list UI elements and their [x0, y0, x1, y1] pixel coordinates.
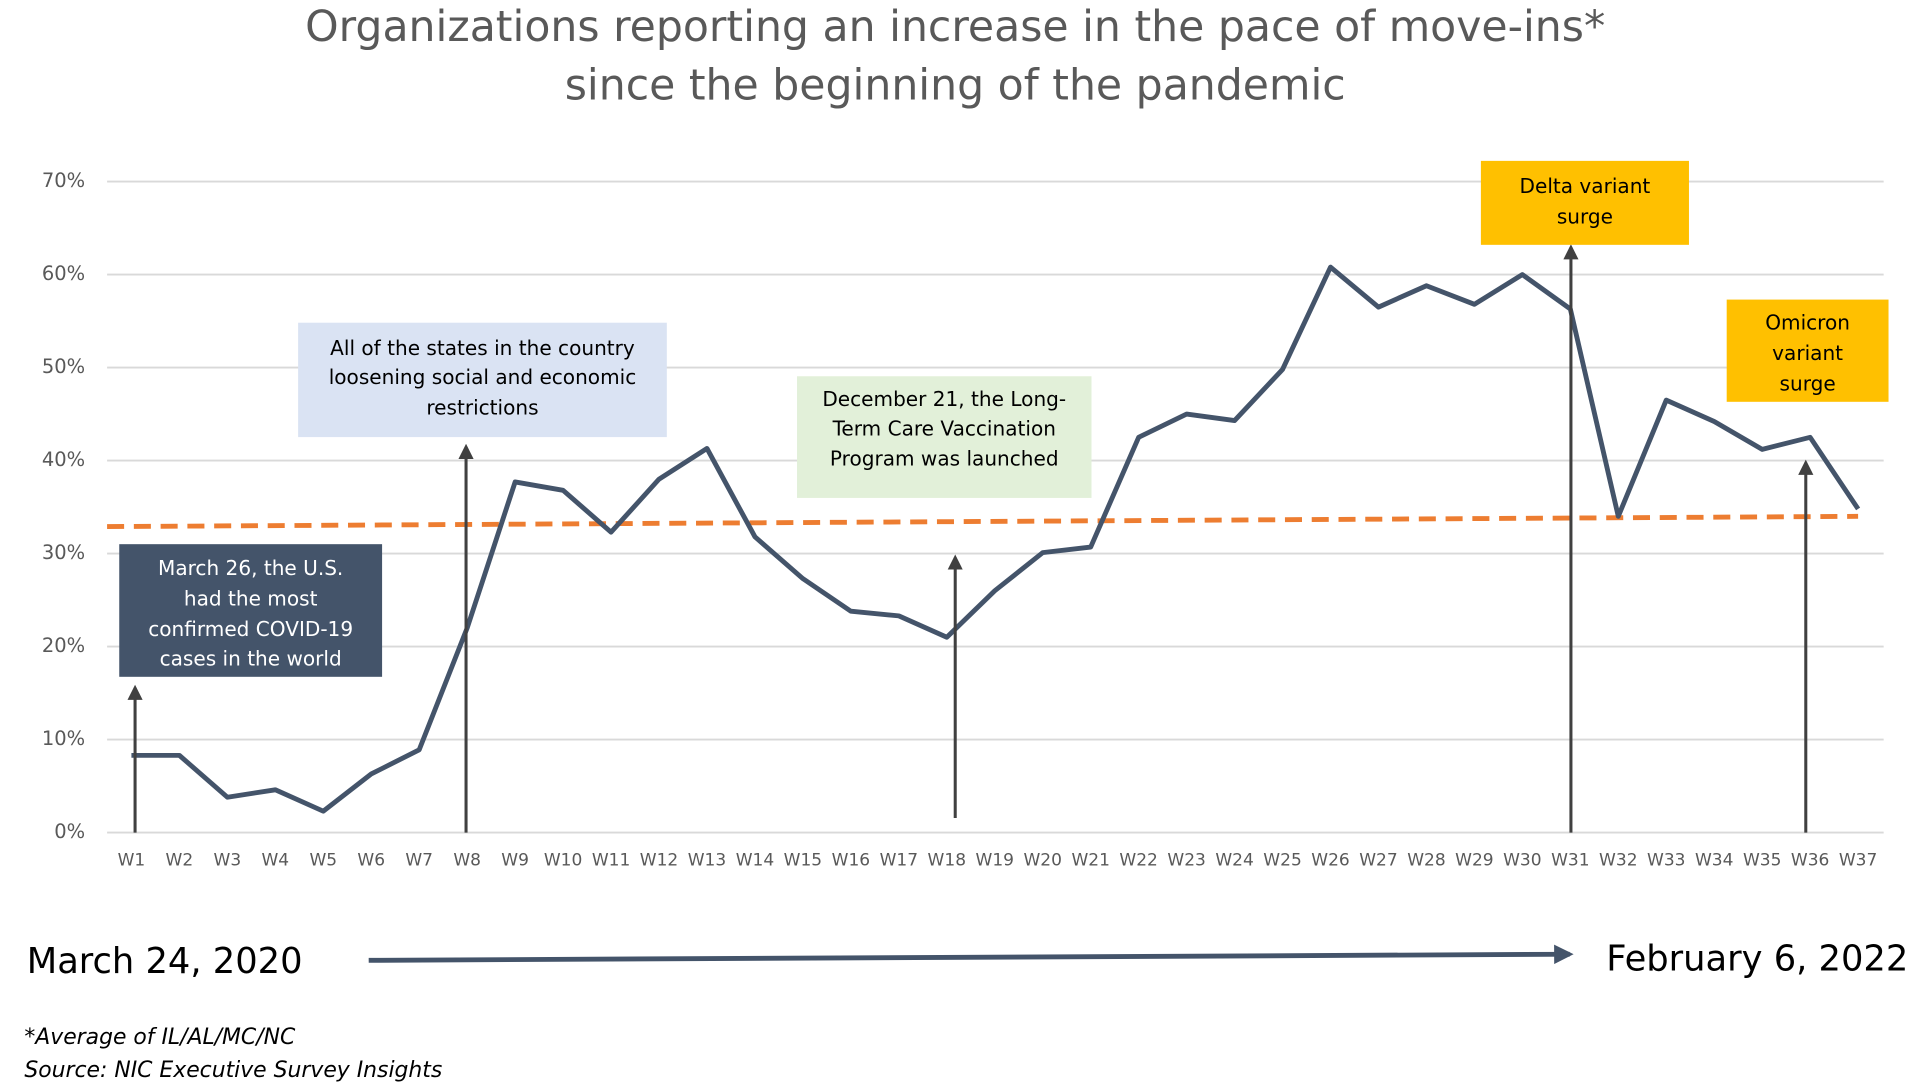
annotation-text: surge: [1780, 371, 1836, 395]
annotation-text: December 21, the Long-: [822, 387, 1066, 411]
x-tick-label: W16: [832, 851, 870, 871]
x-tick-label: W36: [1791, 851, 1829, 871]
x-tick-label: W32: [1599, 851, 1637, 871]
timeline-arrow: [368, 944, 1574, 965]
x-tick-label: W27: [1359, 851, 1397, 871]
x-tick-label: W33: [1647, 851, 1685, 871]
x-tick-label: W17: [880, 851, 918, 871]
footnote: *Average of IL/AL/MC/NC: [24, 1025, 296, 1050]
trend-line: [107, 513, 1859, 530]
chart-title: Organizations reporting an increase in t…: [305, 2, 1605, 52]
annotation-text: variant: [1772, 341, 1843, 365]
x-tick-label: W19: [976, 851, 1014, 871]
x-tick-label: W37: [1839, 851, 1877, 871]
y-tick-label: 30%: [42, 541, 85, 564]
x-tick-label: W22: [1119, 851, 1157, 871]
x-tick-label: W30: [1503, 851, 1541, 871]
y-tick-label: 10%: [42, 727, 85, 750]
x-tick-label: W2: [166, 851, 194, 871]
y-tick-label: 0%: [54, 820, 85, 843]
annotation-text: surge: [1557, 205, 1613, 229]
x-tick-label: W3: [214, 851, 242, 871]
end-date: February 6, 2022: [1606, 938, 1908, 979]
annotation-box: [298, 322, 667, 438]
x-tick-label: W7: [405, 851, 433, 871]
x-tick-label: W20: [1023, 851, 1061, 871]
y-tick-label: 20%: [42, 634, 85, 657]
x-tick-label: W5: [309, 851, 337, 871]
x-tick-label: W6: [357, 851, 385, 871]
x-tick-label: W18: [928, 851, 966, 871]
annotation-text: All of the states in the country: [330, 336, 635, 360]
x-tick-label: W14: [736, 851, 774, 871]
x-tick-label: W13: [688, 851, 726, 871]
x-tick-label: W15: [784, 851, 822, 871]
y-tick-label: 60%: [42, 262, 85, 285]
y-tick-label: 40%: [42, 448, 85, 471]
x-tick-label: W12: [640, 851, 678, 871]
x-tick-label: W28: [1407, 851, 1445, 871]
x-tick-label: W26: [1311, 851, 1349, 871]
x-tick-label: W35: [1743, 851, 1781, 871]
annotation-box: [1726, 299, 1889, 402]
annotation-text: loosening social and economic: [329, 365, 637, 389]
x-tick-label: W31: [1551, 851, 1589, 871]
x-tick-label: W1: [118, 851, 146, 871]
x-tick-label: W21: [1071, 851, 1109, 871]
annotation-text: confirmed COVID-19: [148, 617, 353, 641]
chart-title: since the beginning of the pandemic: [565, 60, 1346, 110]
annotation-text: March 26, the U.S.: [158, 556, 343, 580]
annotation-box: [797, 376, 1092, 498]
start-date: March 24, 2020: [27, 941, 303, 982]
x-tick-label: W9: [501, 851, 529, 871]
y-tick-label: 50%: [42, 355, 85, 378]
annotation-text: Omicron: [1765, 310, 1850, 334]
annotation-text: cases in the world: [160, 646, 342, 670]
x-tick-label: W23: [1167, 851, 1205, 871]
annotation-text: Program was launched: [830, 447, 1059, 471]
y-tick-label: 70%: [42, 169, 85, 192]
annotation-box: [1480, 160, 1689, 245]
x-tick-label: W10: [544, 851, 582, 871]
x-tick-label: W4: [261, 851, 289, 871]
x-tick-label: W34: [1695, 851, 1733, 871]
x-tick-label: W8: [453, 851, 481, 871]
x-tick-label: W11: [592, 851, 630, 871]
footnote: Source: NIC Executive Survey Insights: [24, 1058, 442, 1083]
annotation-text: Term Care Vaccination: [832, 416, 1056, 440]
x-tick-label: W25: [1263, 851, 1301, 871]
x-tick-label: W29: [1455, 851, 1493, 871]
annotation-text: restrictions: [426, 396, 538, 420]
annotation-text: had the most: [184, 587, 318, 611]
annotation-box: [119, 544, 383, 677]
x-tick-label: W24: [1215, 851, 1253, 871]
annotation-text: Delta variant: [1520, 174, 1651, 198]
